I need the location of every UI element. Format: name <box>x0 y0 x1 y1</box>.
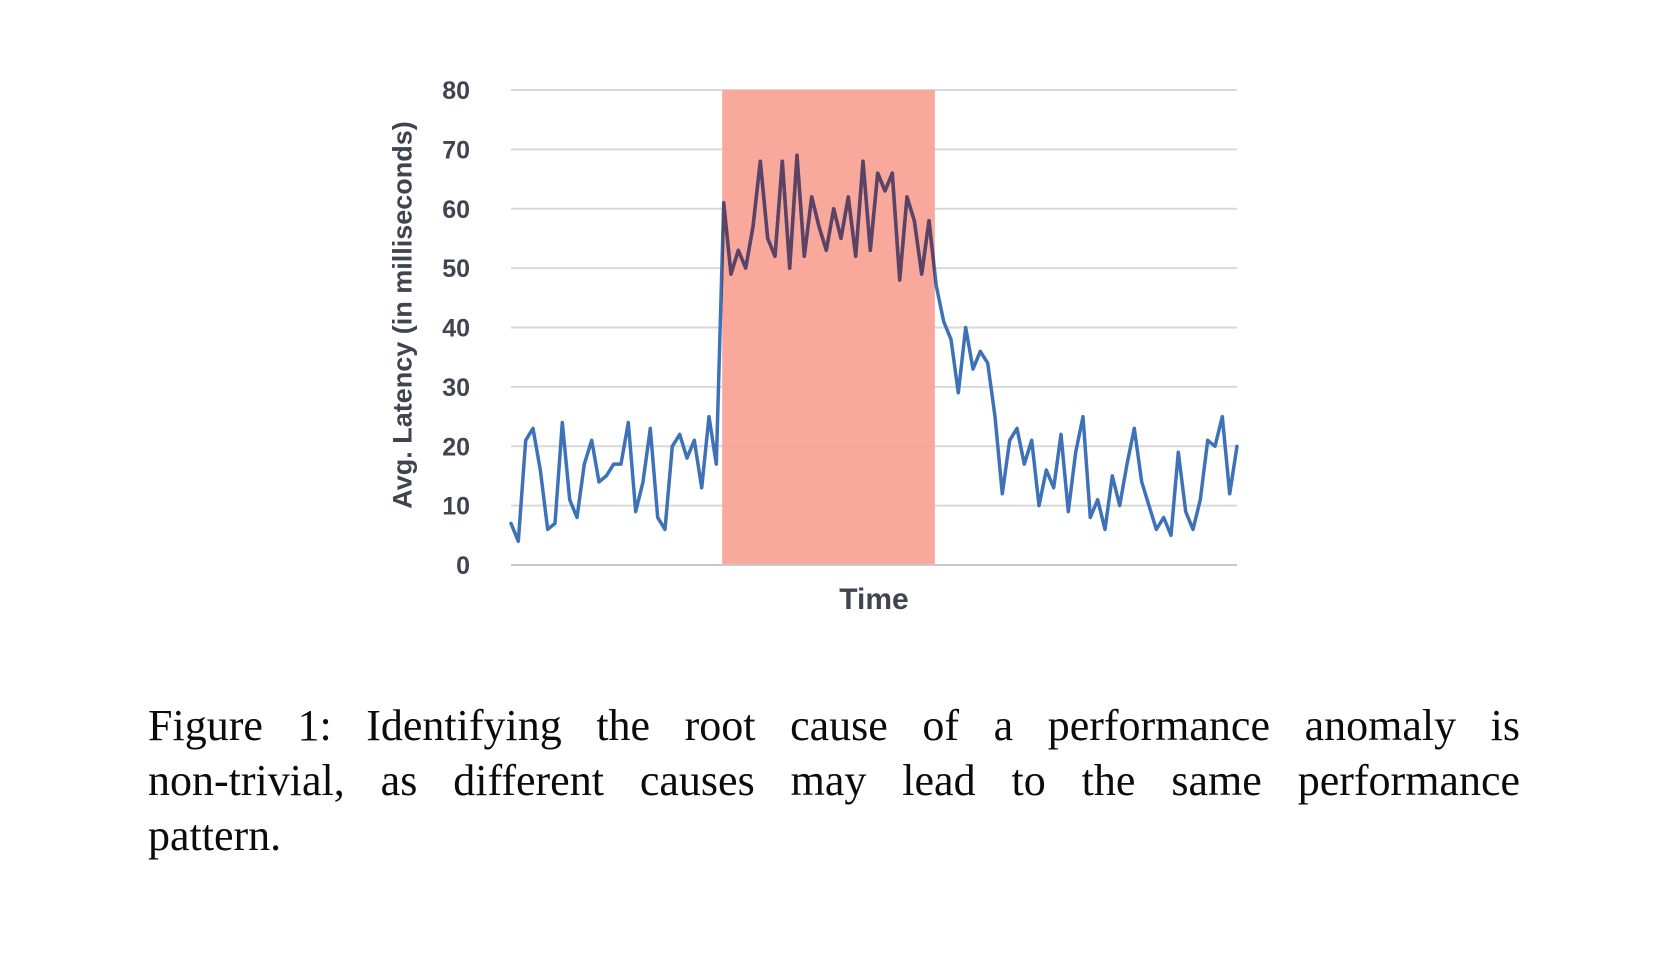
caption-line-2: non-trivial, as different causes may lea… <box>148 756 1520 805</box>
y-axis-title: Avg. Latency (in milliseconds) <box>387 121 418 509</box>
anomaly-region <box>722 90 935 565</box>
caption-line-1: Figure 1: Identifying the root cause of … <box>148 701 1520 750</box>
y-tick-label: 40 <box>442 315 470 343</box>
y-tick-label: 30 <box>442 374 470 402</box>
y-tick-label: 0 <box>456 552 470 580</box>
y-tick-label: 20 <box>442 433 470 461</box>
y-tick-label: 50 <box>442 255 470 283</box>
y-tick-label: 80 <box>442 77 470 105</box>
y-tick-label: 70 <box>442 136 470 164</box>
latency-line-chart: 0 10 20 30 40 50 60 70 80 <box>442 77 1239 580</box>
y-tick-label: 60 <box>442 196 470 224</box>
figure-caption: Figure 1: Identifying the root cause of … <box>148 698 1520 863</box>
y-tick-label: 10 <box>442 493 470 521</box>
latency-line-anomaly-segment <box>722 153 935 318</box>
x-axis-title: Time <box>839 583 909 616</box>
caption-line-3: pattern. <box>148 811 282 860</box>
